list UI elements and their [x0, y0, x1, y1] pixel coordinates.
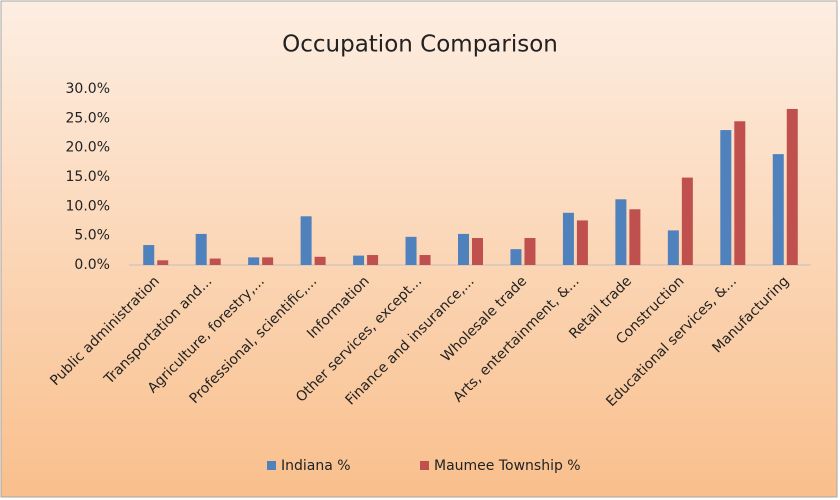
- bar: [615, 199, 627, 265]
- legend-swatch: [420, 461, 429, 470]
- y-tick-label: 30.0%: [66, 81, 110, 97]
- bar: [209, 258, 221, 265]
- bar: [472, 238, 483, 265]
- bar: [314, 256, 326, 265]
- bar: [367, 255, 379, 265]
- bar: [510, 249, 522, 265]
- bar: [157, 260, 169, 265]
- bar: [262, 257, 274, 265]
- bar: [667, 230, 679, 265]
- y-tick-label: 20.0%: [66, 140, 110, 156]
- bar: [419, 255, 431, 265]
- bar: [195, 233, 207, 265]
- bar: [629, 209, 641, 265]
- y-tick-label: 10.0%: [66, 198, 110, 214]
- bar: [524, 238, 536, 265]
- chart-title: Occupation Comparison: [282, 32, 558, 58]
- y-tick-label: 0.0%: [74, 257, 110, 273]
- bar: [681, 177, 693, 265]
- legend-swatch: [267, 461, 276, 470]
- bar: [458, 233, 469, 265]
- bar: [248, 257, 260, 265]
- y-tick-label: 25.0%: [66, 110, 110, 126]
- legend-label: Indiana %: [281, 458, 351, 474]
- bar: [143, 245, 155, 265]
- bar: [786, 108, 798, 266]
- bar: [772, 154, 784, 265]
- legend-label: Maumee Township %: [434, 458, 581, 474]
- bar: [720, 130, 732, 265]
- bar: [353, 255, 365, 265]
- bar: [734, 121, 746, 266]
- bar: [562, 212, 574, 265]
- bar: [405, 236, 417, 265]
- y-tick-label: 15.0%: [66, 169, 110, 185]
- y-tick-label: 5.0%: [74, 228, 110, 244]
- bar: [300, 216, 312, 265]
- bar: [576, 220, 588, 265]
